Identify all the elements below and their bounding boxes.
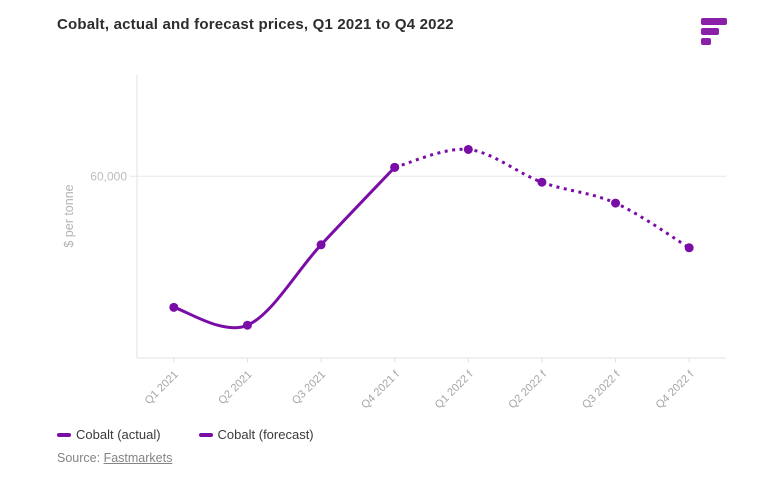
- data-point[interactable]: [390, 162, 400, 172]
- legend-label-actual: Cobalt (actual): [76, 427, 161, 442]
- x-tick-label: Q2 2022 f: [506, 368, 549, 411]
- x-tick-label: Q4 2021 f: [359, 368, 402, 411]
- x-tick-label: Q2 2021: [216, 369, 254, 407]
- page-title: Cobalt, actual and forecast prices, Q1 2…: [57, 16, 454, 33]
- x-tick-label: Q1 2022 f: [433, 368, 476, 411]
- legend-marker-forecast: [198, 432, 213, 437]
- series-line-actual: [173, 166, 396, 330]
- source-link[interactable]: Fastmarkets: [103, 451, 173, 465]
- x-tick-label: Q3 2021: [290, 369, 328, 407]
- legend-marker-actual: [57, 432, 71, 437]
- data-point[interactable]: [242, 320, 252, 330]
- y-tick-label: 60,000: [90, 169, 127, 183]
- x-tick-label: Q1 2021: [143, 369, 181, 407]
- chart-canvas: 60,000 Q1 2021 Q2 2021 Q3 2021 Q4 2021 f Q1 2…: [90, 75, 726, 411]
- source-line: Source: Fastmarkets: [57, 451, 172, 465]
- data-point[interactable]: [611, 198, 621, 208]
- logo-bar: [701, 38, 711, 45]
- legend-label-forecast: Cobalt (forecast): [217, 427, 314, 442]
- data-point[interactable]: [316, 240, 326, 250]
- series-line-forecast: [394, 147, 690, 250]
- legend-item-actual[interactable]: Cobalt (actual): [57, 427, 161, 442]
- data-point[interactable]: [537, 177, 547, 187]
- logo-bar: [701, 28, 719, 35]
- fastmarkets-logo: [701, 18, 729, 45]
- data-point[interactable]: [463, 144, 473, 154]
- legend-item-forecast[interactable]: Cobalt (forecast): [198, 427, 314, 442]
- data-point[interactable]: [684, 243, 694, 253]
- logo-bar: [701, 18, 727, 25]
- legend: Cobalt (actual) Cobalt (forecast): [57, 427, 314, 442]
- source-prefix: Source:: [57, 451, 104, 465]
- x-tick-label: Q4 2022 f: [654, 368, 697, 411]
- data-point[interactable]: [169, 302, 179, 312]
- x-tick-label: Q3 2022 f: [580, 368, 623, 411]
